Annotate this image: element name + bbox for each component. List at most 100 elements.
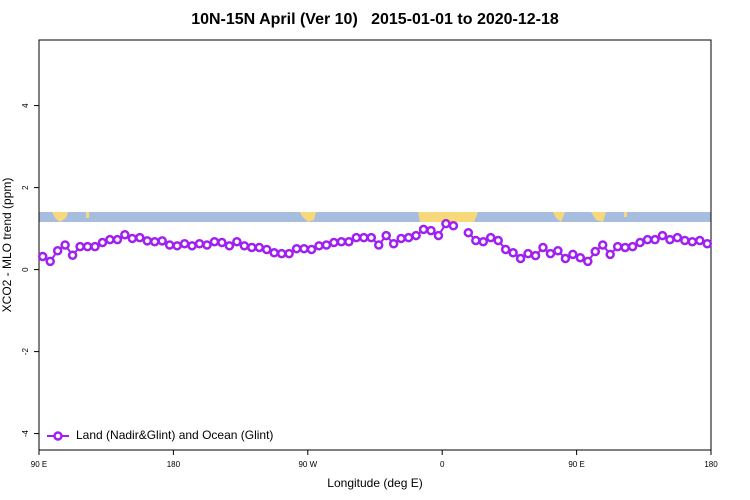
data-point bbox=[590, 246, 601, 257]
legend-label: Land (Nadir&Glint) and Ocean (Glint) bbox=[76, 428, 273, 442]
data-point bbox=[478, 236, 489, 247]
data-point bbox=[471, 235, 481, 246]
data-point bbox=[149, 236, 160, 247]
data-point bbox=[560, 253, 571, 264]
data-point bbox=[82, 241, 93, 252]
data-point bbox=[680, 235, 690, 246]
x-tick-label: 90 E bbox=[31, 460, 47, 469]
data-point bbox=[612, 241, 623, 252]
data-point bbox=[695, 235, 705, 246]
data-point bbox=[97, 237, 108, 248]
chart-title: 10N-15N April (Ver 10) 2015-01-01 to 202… bbox=[191, 11, 559, 28]
y-tick-label: 0 bbox=[21, 267, 30, 272]
data-point bbox=[650, 234, 660, 245]
data-point bbox=[657, 230, 668, 241]
land-patch bbox=[591, 212, 606, 222]
data-point bbox=[642, 234, 653, 245]
data-point bbox=[620, 242, 630, 253]
data-point bbox=[597, 240, 608, 250]
data-point bbox=[583, 256, 593, 267]
data-point bbox=[299, 243, 309, 254]
data-point bbox=[202, 240, 212, 250]
data-point bbox=[60, 240, 70, 250]
data-point bbox=[284, 248, 294, 259]
data-point bbox=[232, 236, 242, 247]
data-point bbox=[575, 252, 586, 263]
data-point bbox=[493, 235, 503, 246]
x-tick-label: 90 E bbox=[568, 460, 584, 469]
data-point bbox=[120, 230, 130, 240]
x-tick-label: 180 bbox=[704, 460, 718, 469]
data-point bbox=[508, 248, 518, 258]
data-point bbox=[157, 236, 167, 246]
data-point bbox=[530, 250, 541, 261]
data-point bbox=[635, 237, 645, 248]
data-point bbox=[142, 236, 153, 246]
data-point bbox=[344, 236, 354, 247]
data-point bbox=[314, 241, 324, 251]
data-point bbox=[179, 239, 190, 249]
data-point bbox=[515, 253, 526, 264]
data-point bbox=[359, 232, 369, 243]
data-point bbox=[209, 236, 220, 247]
data-point bbox=[217, 237, 227, 248]
land-patch bbox=[300, 212, 316, 222]
data-point bbox=[538, 242, 548, 253]
data-point bbox=[485, 232, 496, 243]
x-tick-label: 0 bbox=[440, 460, 445, 469]
data-point bbox=[261, 244, 272, 255]
data-point bbox=[523, 248, 533, 259]
data-point bbox=[500, 244, 511, 255]
data-point bbox=[553, 245, 563, 256]
data-point bbox=[67, 250, 78, 260]
data-point bbox=[329, 237, 339, 248]
land-patch bbox=[52, 212, 68, 222]
data-point bbox=[687, 236, 698, 247]
x-tick-label: 90 W bbox=[298, 460, 317, 469]
data-point bbox=[112, 234, 123, 245]
data-point bbox=[605, 249, 615, 260]
data-point bbox=[463, 227, 474, 238]
data-point bbox=[90, 241, 100, 252]
y-tick-label: 4 bbox=[21, 103, 30, 108]
data-point bbox=[172, 241, 182, 251]
data-point bbox=[373, 240, 384, 250]
data-point bbox=[411, 230, 421, 241]
data-point bbox=[545, 248, 556, 259]
x-axis-label: Longitude (deg E) bbox=[327, 476, 422, 490]
data-point bbox=[336, 236, 347, 247]
data-point bbox=[351, 232, 362, 243]
data-point bbox=[254, 242, 265, 253]
data-point bbox=[37, 251, 48, 262]
data-point bbox=[45, 256, 55, 267]
data-point bbox=[702, 239, 713, 249]
land-patch bbox=[418, 212, 478, 222]
land-patch bbox=[624, 212, 627, 217]
data-point bbox=[52, 245, 63, 256]
data-point bbox=[105, 234, 115, 245]
data-point bbox=[426, 225, 436, 236]
data-point bbox=[321, 240, 332, 250]
data-point bbox=[441, 218, 451, 229]
data-point bbox=[164, 240, 175, 250]
data-point bbox=[224, 241, 235, 251]
x-tick-label: 180 bbox=[167, 460, 181, 469]
legend-marker bbox=[53, 431, 63, 441]
data-point bbox=[418, 224, 429, 235]
ocean-strip bbox=[39, 212, 711, 222]
land-patch bbox=[553, 212, 565, 222]
y-tick-label: 2 bbox=[21, 185, 30, 190]
data-point bbox=[247, 242, 257, 253]
data-point bbox=[135, 232, 145, 243]
y-tick-label: -4 bbox=[21, 429, 30, 437]
data-point bbox=[627, 241, 638, 252]
data-point bbox=[568, 249, 578, 260]
data-point bbox=[276, 248, 287, 259]
data-point bbox=[665, 234, 675, 245]
data-point bbox=[366, 232, 377, 243]
data-point bbox=[127, 233, 138, 244]
data-point bbox=[187, 241, 197, 251]
y-tick-label: -2 bbox=[21, 347, 30, 355]
